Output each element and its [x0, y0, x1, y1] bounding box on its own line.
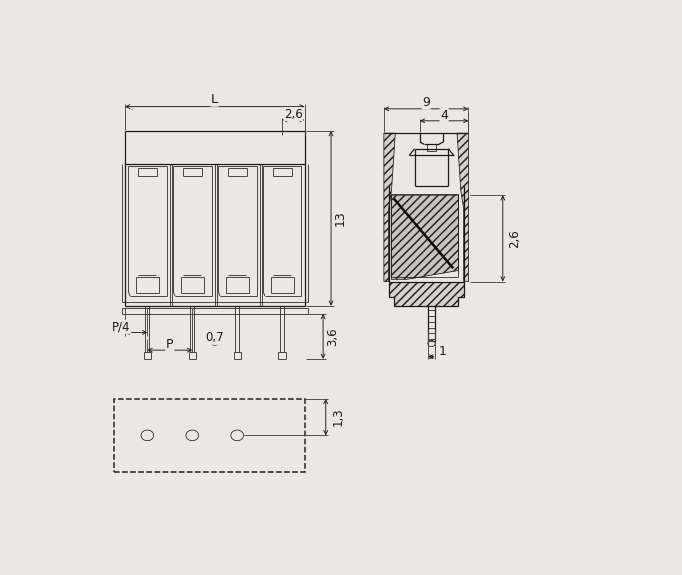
Polygon shape [391, 195, 458, 279]
Text: 1: 1 [439, 346, 447, 358]
Polygon shape [457, 133, 469, 282]
Polygon shape [384, 133, 396, 282]
Text: 2,6: 2,6 [509, 229, 522, 248]
Text: 1,3: 1,3 [331, 408, 344, 427]
Text: 3,6: 3,6 [326, 327, 339, 346]
Text: 13: 13 [334, 210, 347, 227]
Text: 9: 9 [422, 96, 430, 109]
Text: P/4: P/4 [112, 320, 130, 333]
Polygon shape [389, 282, 464, 306]
Text: 0,7: 0,7 [205, 331, 224, 344]
Text: 2,6: 2,6 [284, 108, 303, 121]
Text: L: L [211, 93, 218, 106]
Text: P: P [166, 338, 173, 351]
Text: 4: 4 [440, 109, 448, 121]
